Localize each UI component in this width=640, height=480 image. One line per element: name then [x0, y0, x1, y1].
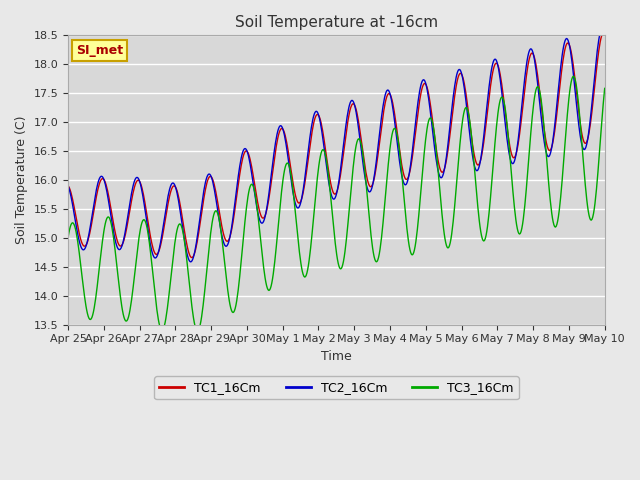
TC3_16Cm: [184, 263, 191, 269]
TC2_16Cm: [418, 79, 426, 85]
TC2_16Cm: [187, 259, 195, 264]
TC1_16Cm: [129, 191, 137, 196]
Line: TC3_16Cm: TC3_16Cm: [68, 76, 605, 331]
TC1_16Cm: [418, 86, 426, 92]
TC3_16Cm: [64, 235, 72, 240]
TC1_16Cm: [601, 31, 609, 37]
TC2_16Cm: [212, 200, 220, 206]
TC2_16Cm: [598, 25, 606, 31]
Title: Soil Temperature at -16cm: Soil Temperature at -16cm: [235, 15, 438, 30]
TC3_16Cm: [74, 239, 81, 244]
TC3_16Cm: [570, 73, 577, 79]
TC1_16Cm: [188, 255, 196, 261]
TC1_16Cm: [599, 30, 607, 36]
TC3_16Cm: [212, 208, 220, 214]
TC2_16Cm: [601, 30, 609, 36]
X-axis label: Time: Time: [321, 350, 352, 363]
TC2_16Cm: [403, 181, 410, 187]
TC1_16Cm: [74, 223, 81, 229]
TC2_16Cm: [184, 252, 191, 258]
TC3_16Cm: [601, 85, 609, 91]
Legend: TC1_16Cm, TC2_16Cm, TC3_16Cm: TC1_16Cm, TC2_16Cm, TC3_16Cm: [154, 376, 518, 399]
TC3_16Cm: [129, 286, 137, 292]
TC2_16Cm: [74, 231, 81, 237]
TC1_16Cm: [64, 183, 72, 189]
Line: TC2_16Cm: TC2_16Cm: [68, 28, 605, 262]
Y-axis label: Soil Temperature (C): Soil Temperature (C): [15, 116, 28, 244]
Text: SI_met: SI_met: [76, 44, 124, 57]
Line: TC1_16Cm: TC1_16Cm: [68, 33, 605, 258]
TC3_16Cm: [193, 328, 201, 334]
TC3_16Cm: [418, 177, 426, 183]
TC1_16Cm: [403, 177, 410, 182]
TC3_16Cm: [403, 218, 410, 224]
TC2_16Cm: [64, 183, 72, 189]
TC2_16Cm: [129, 183, 137, 189]
TC1_16Cm: [212, 193, 220, 199]
TC1_16Cm: [184, 244, 191, 250]
